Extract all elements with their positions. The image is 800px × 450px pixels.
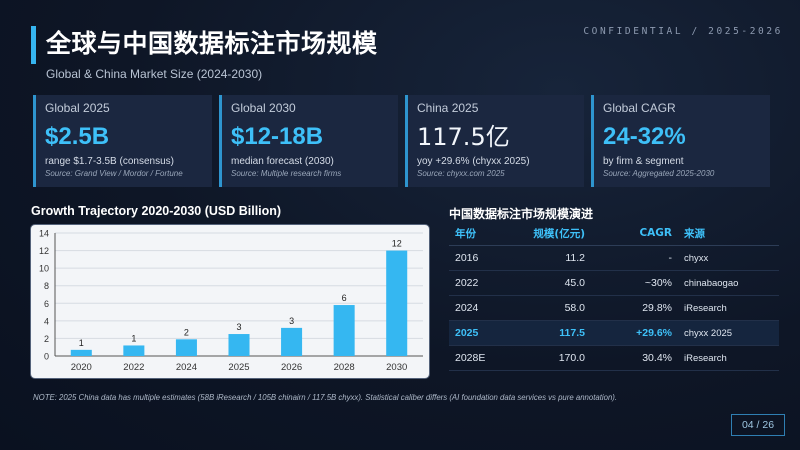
table-row: 2022 45.0 ~30% chinabaogao: [449, 271, 779, 296]
cell-year: 2024: [455, 302, 479, 314]
kpi-source: Source: Aggregated 2025-2030: [603, 169, 715, 178]
title-accent-bar: [31, 26, 36, 64]
x-tick-label: 2028: [334, 362, 355, 373]
y-tick-label: 14: [39, 229, 49, 239]
bar: [228, 334, 250, 356]
bar: [281, 327, 303, 356]
data-label: 6: [342, 293, 347, 303]
kpi-card-global-cagr: Global CAGR 24-32% by firm & segment Sou…: [591, 95, 770, 187]
bar: [175, 339, 197, 356]
cell-cagr: 30.4%: [642, 352, 672, 364]
cell-year: 2022: [455, 277, 479, 289]
kpi-label: Global 2030: [231, 101, 296, 115]
cell-size: 117.5: [559, 327, 585, 339]
kpi-source: Source: Multiple research firms: [231, 169, 342, 178]
chart-title: Growth Trajectory 2020-2030 (USD Billion…: [31, 204, 282, 218]
x-tick-label: 2022: [123, 362, 144, 373]
cell-year: 2016: [455, 252, 479, 264]
cell-year: 2025: [455, 327, 479, 339]
kpi-source: Source: Grand View / Mordor / Fortune: [45, 169, 183, 178]
kpi-value: 24-32%: [603, 123, 686, 150]
data-label: 1: [131, 333, 136, 343]
y-tick-label: 8: [44, 281, 49, 291]
data-label: 2: [184, 327, 189, 337]
china-market-table: 年份 规模(亿元) CAGR 来源 2016 11.2 - chyxx 2022…: [449, 221, 779, 371]
cell-source: iResearch: [684, 352, 727, 364]
y-tick-label: 2: [44, 334, 49, 344]
chart-canvas: 0 2 4 6 8 10 12 14 1 2020 1 2022 2 2024 3 2025 3 2026 6 202…: [39, 229, 423, 373]
cell-size: 170.0: [558, 352, 585, 364]
kpi-label: Global 2025: [45, 101, 110, 115]
kpi-note: range $1.7-3.5B (consensus): [45, 156, 174, 167]
kpi-card-global-2025: Global 2025 $2.5B range $1.7-3.5B (conse…: [33, 95, 212, 187]
y-tick-label: 0: [44, 352, 49, 362]
bar: [386, 250, 408, 356]
cell-source: chinabaogao: [684, 277, 739, 289]
page-subtitle: Global & China Market Size (2024-2030): [46, 67, 263, 81]
bar: [333, 305, 355, 356]
y-tick-label: 6: [44, 299, 49, 309]
bar: [70, 349, 92, 356]
cell-cagr: ~30%: [644, 277, 672, 289]
cell-cagr: -: [668, 252, 673, 264]
cell-source: chyxx: [684, 252, 709, 264]
cell-source: iResearch: [684, 302, 727, 314]
header-year: 年份: [455, 227, 476, 240]
kpi-note: yoy +29.6% (chyxx 2025): [417, 156, 530, 167]
table-title: 中国数据标注市场规模演进: [449, 207, 594, 221]
cell-cagr: 29.8%: [642, 302, 672, 314]
table-row: 2016 11.2 - chyxx: [449, 246, 779, 271]
kpi-note: by firm & segment: [603, 156, 684, 167]
cell-size: 58.0: [564, 302, 585, 314]
page-title: 全球与中国数据标注市场规模: [46, 29, 378, 58]
cell-year: 2028E: [455, 352, 486, 364]
y-tick-label: 4: [44, 316, 49, 326]
x-tick-label: 2030: [386, 362, 407, 373]
table-row: 2028E 170.0 30.4% iResearch: [449, 346, 779, 371]
data-label: 3: [236, 322, 241, 332]
kpi-value: $12-18B: [231, 123, 324, 150]
page-indicator[interactable]: 04 / 26: [731, 414, 785, 436]
table-header-row: 年份 规模(亿元) CAGR 来源: [449, 221, 779, 246]
growth-bar-chart: 0 2 4 6 8 10 12 14 1 2020 1 2022 2 2024 3 2025 3 2026 6 202…: [30, 224, 430, 379]
kpi-source: Source: chyxx.com 2025: [417, 169, 505, 178]
data-label: 3: [289, 316, 294, 326]
kpi-value: 117.5亿: [417, 123, 510, 151]
x-tick-label: 2026: [281, 362, 302, 373]
cell-size: 45.0: [564, 277, 585, 289]
x-tick-label: 2025: [228, 362, 249, 373]
header-source: 来源: [684, 227, 705, 240]
kpi-label: China 2025: [417, 101, 479, 115]
confidential-label: CONFIDENTIAL / 2025-2026: [583, 26, 783, 37]
kpi-note: median forecast (2030): [231, 156, 334, 167]
table-row: 2024 58.0 29.8% iResearch: [449, 296, 779, 321]
cell-size: 11.2: [565, 252, 585, 264]
data-label: 1: [79, 338, 84, 348]
bar: [123, 345, 145, 356]
cell-cagr: +29.6%: [636, 327, 672, 339]
kpi-card-china-2025: China 2025 117.5亿 yoy +29.6% (chyxx 2025…: [405, 95, 584, 187]
y-tick-label: 10: [39, 264, 49, 274]
y-tick-label: 12: [39, 246, 49, 256]
footnote: NOTE: 2025 China data has multiple estim…: [33, 393, 618, 402]
x-tick-label: 2024: [176, 362, 197, 373]
header-size: 规模(亿元): [533, 227, 585, 240]
kpi-value: $2.5B: [45, 123, 110, 150]
kpi-label: Global CAGR: [603, 101, 676, 115]
kpi-card-global-2030: Global 2030 $12-18B median forecast (203…: [219, 95, 398, 187]
kpi-cards: Global 2025 $2.5B range $1.7-3.5B (conse…: [33, 95, 770, 187]
header-cagr: CAGR: [639, 227, 672, 239]
table-row-highlighted: 2025 117.5 +29.6% chyxx 2025: [449, 321, 779, 346]
cell-source: chyxx 2025: [684, 327, 733, 339]
data-label: 12: [392, 239, 402, 249]
x-tick-label: 2020: [71, 362, 92, 373]
